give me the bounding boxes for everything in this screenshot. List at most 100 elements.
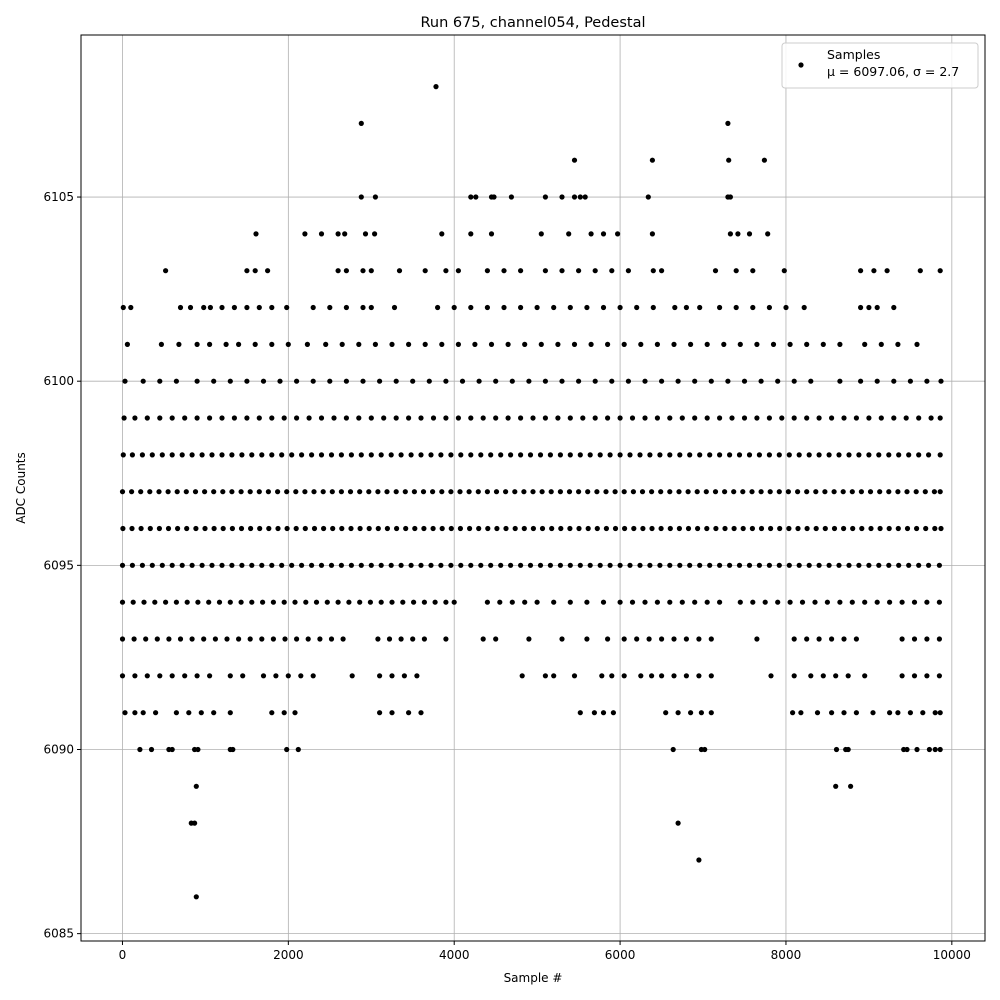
data-point: [396, 268, 403, 274]
data-point: [831, 525, 838, 532]
data-point: [375, 525, 381, 532]
data-point: [932, 525, 938, 532]
data-point: [211, 489, 217, 495]
data-point: [725, 120, 731, 126]
data-point: [418, 710, 424, 716]
data-point: [343, 378, 349, 384]
data-point: [252, 341, 258, 347]
data-point: [806, 452, 812, 458]
data-point: [313, 599, 320, 605]
data-point: [727, 452, 733, 458]
data-point: [722, 525, 728, 532]
data-point: [129, 562, 135, 568]
data-point: [712, 268, 719, 274]
data-point: [758, 489, 764, 495]
data-point: [566, 231, 572, 237]
data-point: [488, 231, 495, 237]
data-point: [318, 452, 325, 458]
data-point: [266, 525, 272, 532]
data-point: [557, 489, 564, 495]
data-point: [816, 562, 822, 568]
data-point: [426, 378, 432, 384]
data-point: [750, 268, 756, 274]
data-point: [244, 268, 250, 274]
data-point: [138, 489, 144, 495]
data-point: [858, 304, 864, 311]
data-point: [439, 341, 445, 347]
data-point: [754, 415, 760, 421]
data-point: [318, 415, 325, 421]
data-point: [696, 636, 702, 642]
data-point: [457, 525, 463, 532]
data-point: [120, 304, 126, 311]
data-point: [555, 415, 561, 421]
data-point: [577, 452, 583, 458]
data-point: [318, 231, 325, 237]
data-point: [801, 304, 807, 311]
data-point: [512, 489, 518, 495]
data-point: [695, 525, 701, 532]
data-point: [157, 673, 163, 679]
data-point: [621, 673, 627, 679]
data-point: [220, 489, 226, 495]
data-point: [459, 378, 466, 384]
data-point: [787, 599, 793, 605]
data-point: [119, 673, 126, 679]
legend-series-name: Samples: [827, 47, 880, 62]
data-point: [938, 525, 944, 532]
data-point: [458, 562, 464, 568]
data-point: [766, 415, 773, 421]
data-point: [201, 636, 207, 642]
data-point: [284, 304, 290, 311]
data-point: [677, 562, 683, 568]
data-point: [697, 452, 703, 458]
data-point: [708, 378, 714, 384]
data-point: [567, 415, 573, 421]
data-point: [916, 452, 922, 458]
data-point: [859, 525, 865, 532]
data-point: [159, 562, 165, 568]
data-point: [826, 562, 832, 568]
data-point: [599, 673, 605, 679]
data-point: [603, 525, 610, 532]
data-point: [791, 378, 797, 384]
data-point: [657, 562, 663, 568]
data-point: [320, 489, 326, 495]
data-point: [468, 231, 474, 237]
x-tick-label: 0: [119, 948, 127, 962]
data-point: [584, 599, 590, 605]
data-point: [508, 452, 514, 458]
data-point: [735, 231, 741, 237]
data-point: [577, 194, 583, 200]
data-point: [238, 525, 245, 532]
data-point: [841, 525, 847, 532]
data-point: [420, 489, 427, 495]
data-point: [904, 489, 910, 495]
data-point: [455, 268, 461, 274]
y-tick-label: 6100: [43, 374, 74, 388]
data-point: [740, 525, 746, 532]
data-point: [493, 489, 500, 495]
data-point: [920, 710, 926, 716]
data-point: [281, 415, 287, 421]
data-point: [317, 636, 323, 642]
data-point: [766, 562, 773, 568]
data-point: [422, 341, 428, 347]
data-point: [211, 378, 217, 384]
data-point: [141, 599, 147, 605]
data-point: [295, 746, 301, 753]
data-point: [612, 489, 618, 495]
data-point: [671, 673, 677, 679]
data-point: [273, 673, 279, 679]
data-point: [812, 599, 818, 605]
data-point: [542, 415, 549, 421]
data-point: [765, 231, 771, 237]
data-point: [649, 489, 655, 495]
data-point: [937, 268, 943, 274]
data-point: [696, 673, 702, 679]
data-point: [853, 710, 860, 716]
data-point: [588, 341, 594, 347]
data-point: [360, 268, 366, 274]
data-point: [408, 562, 414, 568]
data-point: [858, 378, 864, 384]
